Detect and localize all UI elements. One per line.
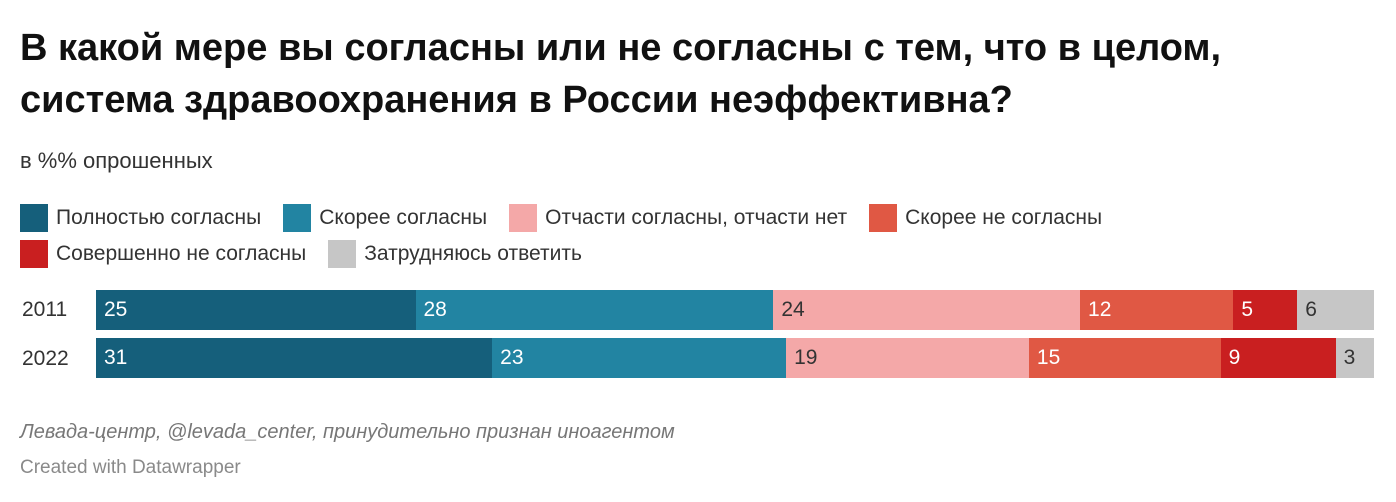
data-label: 3 — [1343, 346, 1356, 369]
bar-segment: 5 — [1233, 290, 1298, 330]
legend-item: Совершенно не согласны — [20, 240, 306, 268]
data-label: 5 — [1241, 298, 1254, 321]
legend-row: Совершенно не согласны Затрудняюсь ответ… — [20, 236, 1380, 272]
legend-label: Полностью согласны — [56, 206, 262, 229]
data-label: 23 — [500, 346, 524, 369]
legend-item: Затрудняюсь ответить — [328, 240, 582, 268]
legend-item: Полностью согласны — [20, 204, 261, 232]
bar-segment: 28 — [415, 290, 774, 330]
bar-segment: 12 — [1080, 290, 1234, 330]
legend-item: Скорее не согласны — [869, 204, 1102, 232]
legend-label: Скорее согласны — [319, 206, 488, 229]
bar-segment: 19 — [786, 338, 1029, 378]
data-label: 12 — [1088, 298, 1112, 321]
bar-segment: 31 — [96, 338, 493, 378]
bar-segment: 23 — [492, 338, 787, 378]
bar-segment: 24 — [773, 290, 1081, 330]
datawrapper-credit: Created with Datawrapper — [20, 457, 241, 478]
legend-swatch — [20, 240, 48, 268]
bar-segment: 25 — [96, 290, 416, 330]
legend-swatch — [283, 204, 312, 232]
bar-segment: 9 — [1220, 338, 1336, 378]
chart-title: В какой мере вы согласны или не согласны… — [20, 27, 1222, 121]
legend-row: Полностью согласны Скорее согласны Отчас… — [20, 200, 1380, 236]
data-label: 15 — [1036, 346, 1061, 369]
legend-swatch — [328, 240, 357, 268]
legend-label: Затрудняюсь ответить — [364, 242, 582, 265]
bar-segment: 3 — [1335, 338, 1374, 378]
legend-label: Скорее не согласны — [905, 206, 1103, 229]
data-label: 24 — [781, 298, 805, 321]
legend: Полностью согласны Скорее согласны Отчас… — [20, 200, 1380, 272]
data-label: 25 — [104, 298, 128, 321]
bar-segment: 6 — [1297, 290, 1374, 330]
bar-2022: 31 23 19 15 9 3 — [96, 338, 1374, 378]
data-label: 6 — [1305, 298, 1317, 321]
legend-swatch — [20, 204, 48, 232]
data-label: 19 — [794, 346, 818, 369]
legend-item: Отчасти согласны, отчасти нет — [509, 204, 847, 232]
category-label-2011: 2011 — [22, 298, 68, 321]
legend-label: Совершенно не согласны — [56, 242, 307, 265]
legend-swatch — [869, 204, 898, 232]
chart-subtitle: в %% опрошенных — [20, 148, 213, 173]
bar-2011: 25 28 24 12 5 6 — [96, 290, 1374, 330]
source-note: Левада-центр, @levada_center, принудител… — [20, 421, 675, 443]
bar-segment: 15 — [1028, 338, 1221, 378]
data-label: 31 — [104, 346, 128, 369]
legend-swatch — [509, 204, 538, 232]
data-label: 9 — [1228, 346, 1241, 369]
data-label: 28 — [423, 298, 447, 321]
category-label-2022: 2022 — [22, 347, 69, 370]
legend-item: Скорее согласны — [283, 204, 487, 232]
legend-label: Отчасти согласны, отчасти нет — [545, 206, 848, 229]
